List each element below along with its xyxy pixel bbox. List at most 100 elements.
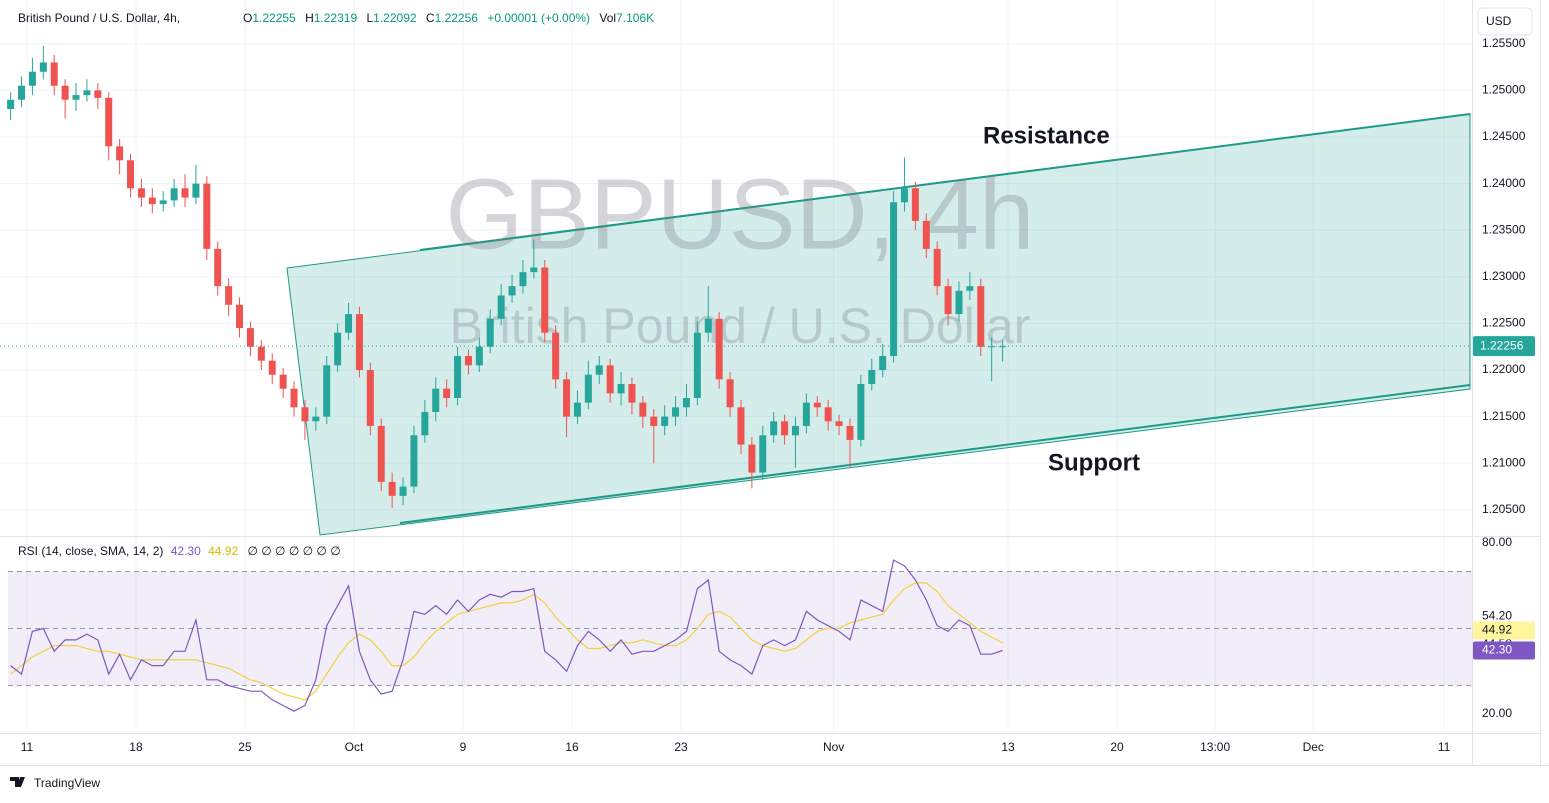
candle-body (890, 202, 898, 357)
candle-body (508, 286, 516, 296)
candle-body (236, 304, 244, 329)
candle-body (323, 365, 331, 417)
candle-body (39, 62, 47, 72)
candle-body (530, 267, 538, 273)
candle-body (584, 374, 592, 403)
candle-body (7, 99, 15, 110)
x-tick-label: Oct (345, 740, 364, 754)
candle-body (410, 435, 418, 487)
y-tick-label: 1.24500 (1482, 129, 1526, 143)
candle-body (301, 407, 309, 422)
candle-body (519, 272, 527, 287)
candle-body (672, 407, 680, 417)
x-tick-label: 13 (1001, 740, 1015, 754)
y-tick-label: 1.25000 (1482, 83, 1526, 97)
candle-body (857, 384, 865, 440)
last-price-box (1473, 336, 1535, 357)
candle-body (563, 379, 571, 417)
rsi-tick-label: 20.00 (1482, 706, 1512, 720)
y-tick-label: 1.21000 (1482, 455, 1526, 469)
candle-body (475, 346, 483, 366)
y-tick-label: 1.21500 (1482, 409, 1526, 423)
candle-body (573, 402, 581, 417)
candle-body (802, 402, 810, 426)
candle-body (203, 183, 211, 249)
open-label: O (243, 11, 252, 25)
candle-body (955, 290, 963, 315)
sma-value-label: 44.92 (1482, 623, 1512, 637)
candle-body (933, 248, 941, 287)
candle-body (824, 407, 832, 422)
candle-body (377, 425, 385, 482)
candle-body (225, 286, 233, 305)
branding[interactable]: TradingView (34, 776, 100, 790)
candle-body (748, 444, 756, 473)
low-value: 1.22092 (373, 11, 417, 25)
candle-body (454, 356, 462, 398)
candle-body (127, 160, 135, 189)
x-tick-label: 20 (1110, 740, 1124, 754)
annotation: Resistance (983, 122, 1110, 149)
candle-body (682, 397, 690, 408)
candle-body (781, 421, 789, 436)
y-tick-label: 1.22500 (1482, 316, 1526, 330)
last-price-label: 1.22256 (1480, 338, 1524, 352)
candle-body (650, 416, 658, 426)
candle-body (661, 416, 669, 426)
candle-body (944, 286, 952, 315)
close-label: C (426, 11, 435, 25)
candle-body (464, 356, 472, 366)
candle-body (704, 318, 712, 333)
candle-body (715, 318, 723, 380)
x-tick-label: 16 (565, 740, 579, 754)
currency-box[interactable] (1477, 7, 1533, 36)
candle-body (94, 90, 102, 98)
x-tick-label: 11 (1438, 740, 1451, 754)
candle-body (966, 286, 974, 291)
candle-body (770, 421, 778, 436)
candle-body (18, 85, 26, 100)
rsi-sma-line (10, 582, 1003, 701)
candle-body (334, 332, 342, 366)
candle-body (290, 388, 298, 408)
axes: 1.20500 1.21000 1.21500 1.22000 1.22500 1.230… (21, 36, 1535, 754)
rsi-pane (8, 559, 1472, 712)
candle-body (497, 295, 505, 319)
candle-body (170, 188, 178, 201)
candle-body (312, 416, 320, 422)
tv-logo[interactable] (10, 777, 25, 787)
candle-body (846, 425, 854, 440)
candle-body (922, 220, 930, 249)
volume-value: 7.106K (616, 11, 654, 25)
rsi-value-label: 42.30 (1482, 643, 1512, 657)
legend-header: British Pound / U.S. Dollar, 4h, O1.2225… (18, 11, 654, 25)
candle-body (617, 384, 625, 394)
candle-body (639, 402, 647, 417)
rsi-value: 42.30 (171, 544, 201, 558)
change: +0.00001 (+0.00%) (487, 11, 590, 25)
rsi-legend: RSI (14, close, SMA, 14, 2) 42.30 44.92 … (18, 544, 341, 558)
candle-body (105, 97, 113, 147)
candle-body (246, 328, 254, 347)
candle-body (181, 188, 189, 198)
candle-body (257, 346, 265, 361)
y-tick-label: 1.20500 (1482, 502, 1526, 516)
rsi-name: RSI (14, close, SMA, 14, 2) (18, 544, 163, 558)
candle-body (552, 332, 560, 380)
x-tick-label: Dec (1303, 740, 1324, 754)
candle-body (879, 356, 887, 371)
candle-body (83, 90, 91, 96)
rsi-tick-label: 54.20 (1482, 609, 1512, 623)
close-value: 1.22256 (435, 11, 479, 25)
candle-body (61, 85, 69, 100)
candle-body (999, 346, 1007, 348)
candles (0, 45, 1472, 508)
rsi-tick-label: 80.00 (1482, 535, 1512, 549)
candle-body (148, 197, 156, 205)
rsi-line (10, 559, 1003, 712)
candle-body (791, 425, 799, 436)
x-tick-label: 23 (674, 740, 688, 754)
candle-body (595, 365, 603, 375)
